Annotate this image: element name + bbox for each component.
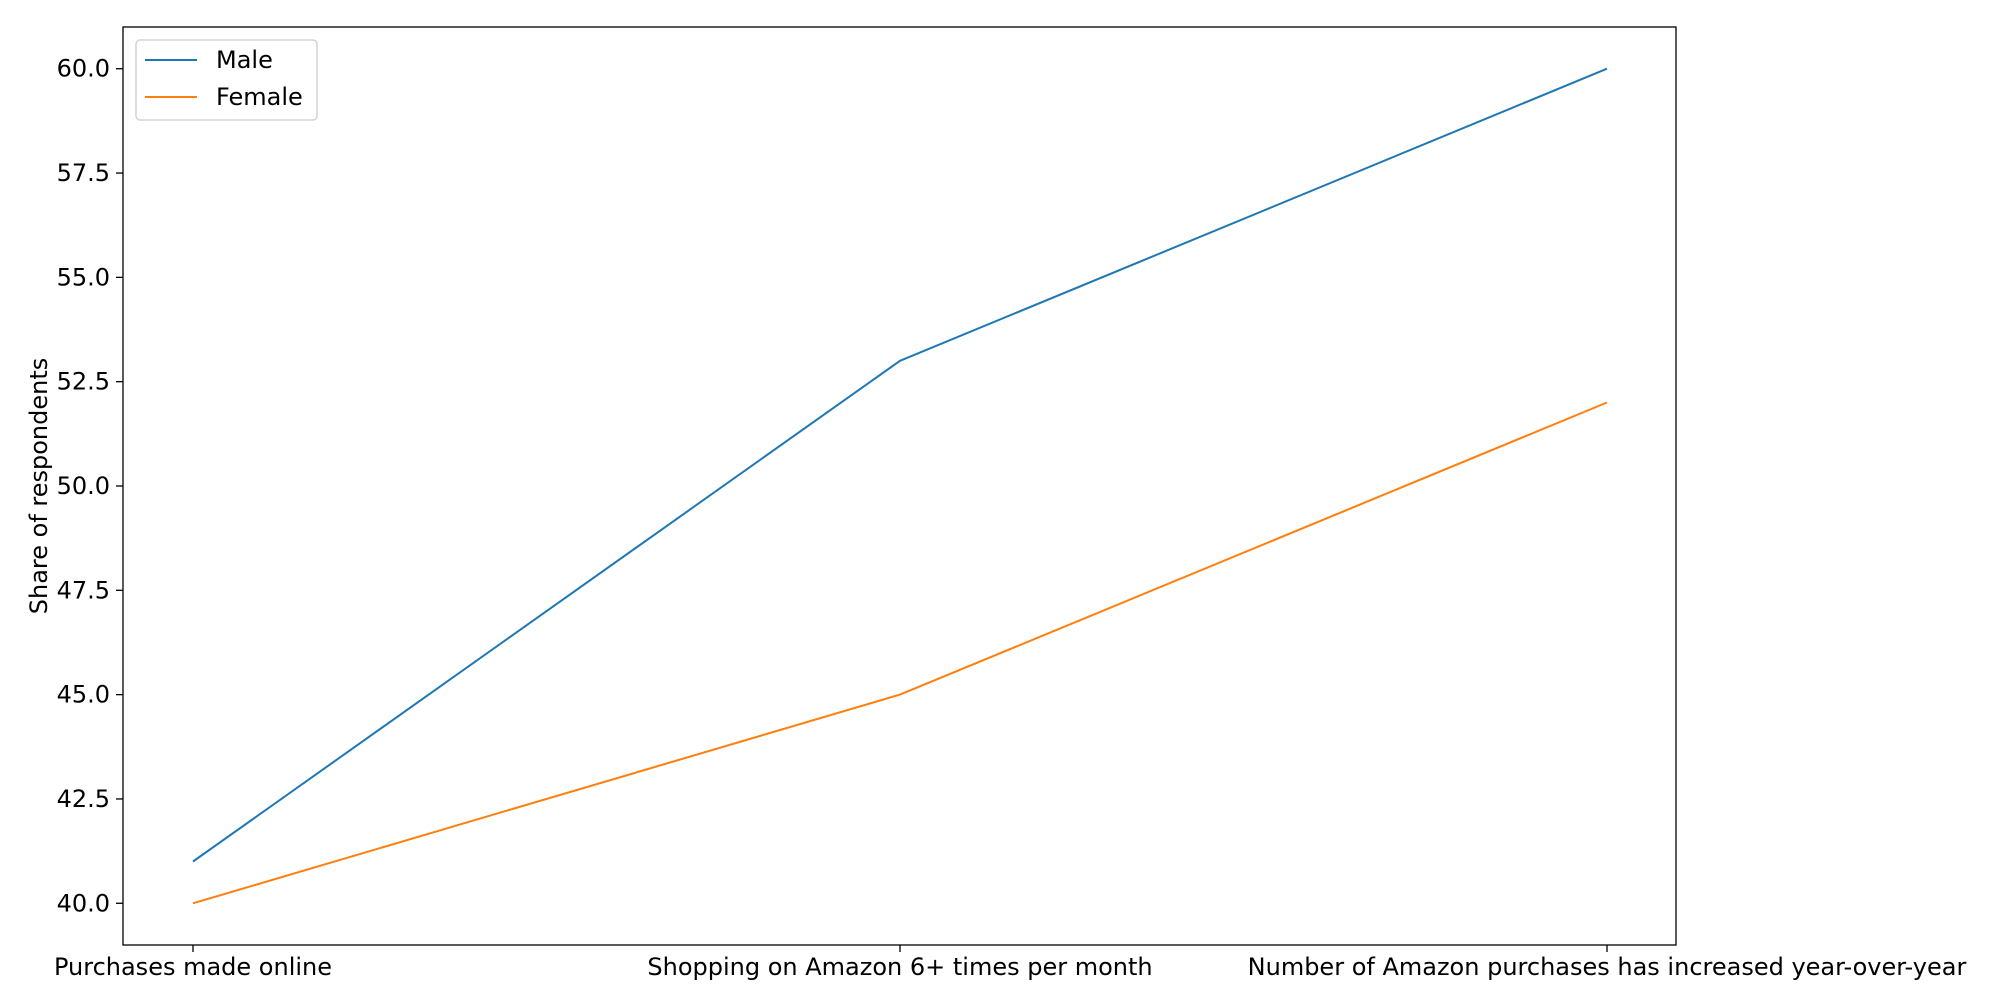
y-tick-label: 45.0 [57, 681, 110, 709]
y-tick-label: 40.0 [57, 889, 110, 917]
y-tick-label: 47.5 [57, 576, 110, 604]
legend: Male Female [135, 39, 318, 121]
y-tick-label: 57.5 [57, 159, 110, 187]
y-axis-title: Share of respondents [25, 358, 53, 615]
y-axis: 40.0 42.5 45.0 47.5 50.0 52.5 55.0 57.5 60.0 [57, 55, 123, 917]
x-tick-label: Shopping on Amazon 6+ times per month [647, 953, 1152, 981]
legend-label-female: Female [216, 83, 303, 111]
x-tick-label: Purchases made online [54, 953, 332, 981]
x-tick-label: Number of Amazon purchases has increased… [1248, 953, 1967, 981]
y-tick-label: 55.0 [57, 263, 110, 291]
y-tick-label: 50.0 [57, 472, 110, 500]
series-line-female [192, 401, 1608, 905]
x-axis: Purchases made online Shopping on Amazon … [54, 945, 1966, 981]
series-lines [192, 67, 1608, 905]
legend-label-male: Male [216, 46, 273, 74]
y-tick-label: 52.5 [57, 368, 110, 396]
y-tick-label: 42.5 [57, 785, 110, 813]
plot-area [122, 26, 1677, 946]
y-tick-label: 60.0 [57, 55, 110, 83]
series-line-male [192, 67, 1608, 863]
